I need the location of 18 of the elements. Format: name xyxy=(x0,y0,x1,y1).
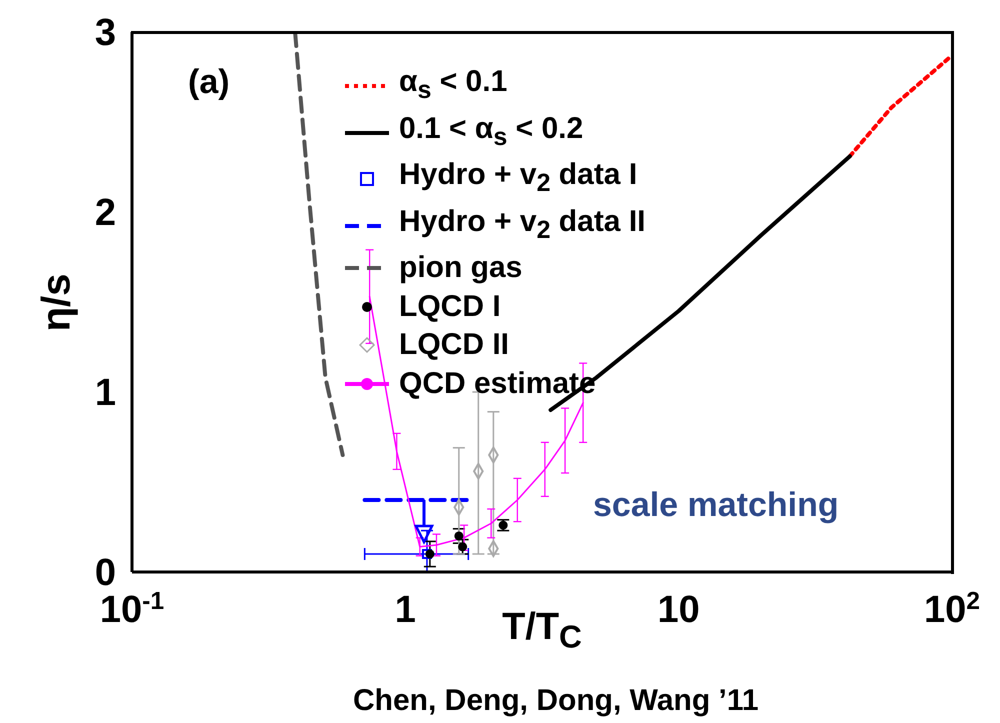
x-tick-label: 1 xyxy=(394,589,416,631)
y-tick-label: 3 xyxy=(94,12,116,54)
legend-label: pion gas xyxy=(399,250,522,286)
legend-label: LQCD I xyxy=(399,288,501,324)
legend-label: α$_{s}$ < 0.1 xyxy=(399,64,508,106)
annotation: (a) xyxy=(188,63,230,102)
x-axis-title: T/T$_{C}$ xyxy=(501,606,583,656)
x-tick-label: 10$^{2}$ xyxy=(924,588,980,631)
annotation: scale matching xyxy=(593,486,839,525)
legend-label: 0.1 < α$_{s}$ < 0.2 xyxy=(399,110,584,152)
y-axis-title: η/s xyxy=(34,274,80,332)
legend-label: Hydro + v$_{2}$ data I xyxy=(399,157,638,199)
legend-label: LQCD II xyxy=(399,327,509,363)
text: Chen, Deng, Dong, Wang ’11 xyxy=(353,684,759,718)
x-tick-label: 10 xyxy=(658,589,700,631)
y-tick-label: 2 xyxy=(94,192,116,234)
y-tick-label: 1 xyxy=(94,372,116,414)
legend-label: Hydro + v$_{2}$ data II xyxy=(399,204,646,246)
